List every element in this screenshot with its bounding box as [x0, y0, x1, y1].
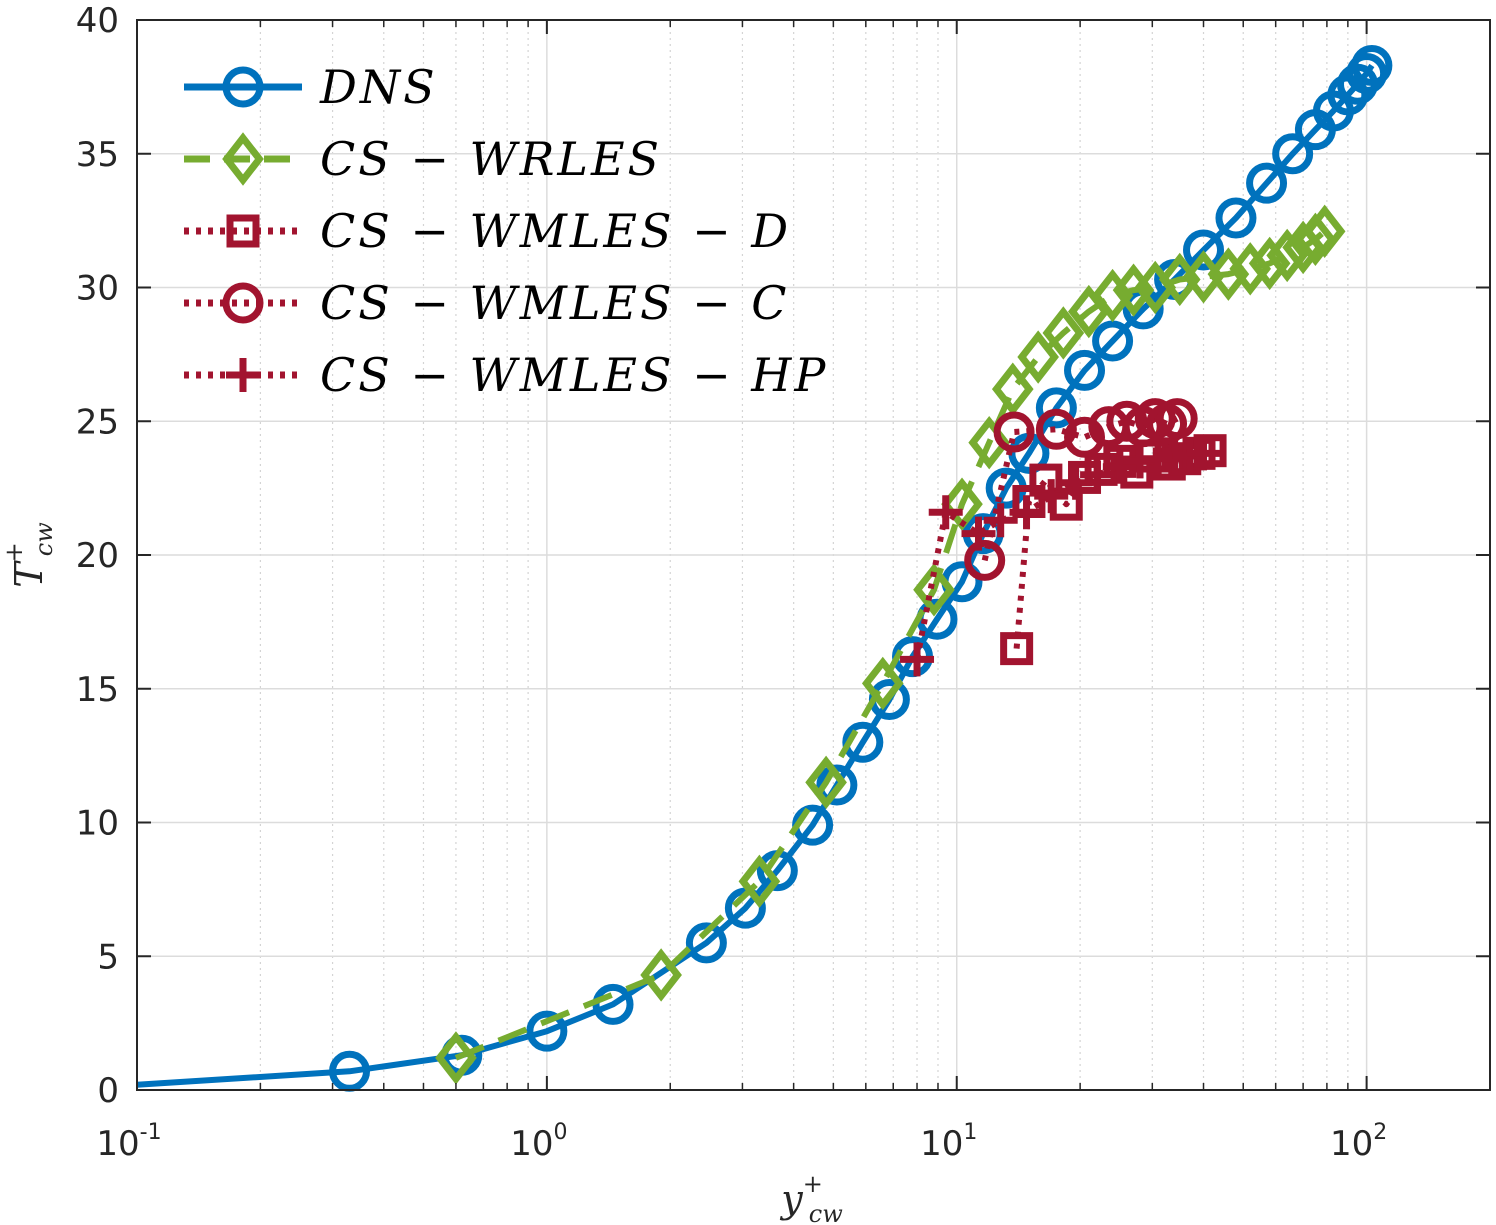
- data-point: [1246, 162, 1288, 204]
- data-point: [1080, 457, 1115, 492]
- x-tick-base: 10: [1330, 1124, 1373, 1164]
- y-axis-label-sub: cw: [30, 522, 58, 556]
- x-tick-label: 101: [920, 1120, 977, 1164]
- data-point: [1248, 236, 1291, 291]
- data-point: [1229, 242, 1272, 296]
- data-point: [738, 854, 781, 909]
- x-tick-base: 10: [96, 1124, 139, 1164]
- legend-marker-circle-icon: [222, 282, 264, 324]
- data-point: [1058, 465, 1093, 500]
- y-tick-label: 0: [97, 1071, 119, 1111]
- data-point: [1183, 229, 1225, 271]
- data-point: [983, 503, 1018, 538]
- legend-entry: CS − WMLES − C: [184, 276, 790, 330]
- data-point: [1303, 204, 1346, 259]
- series-dns: [136, 44, 1393, 1092]
- x-tick-label: 10-1: [96, 1120, 161, 1164]
- data-point: [1294, 212, 1337, 267]
- data-point: [928, 495, 963, 530]
- legend-label: DNS: [319, 60, 438, 114]
- data-point: [913, 563, 955, 617]
- y-tick-label: 5: [97, 937, 119, 977]
- data-point: [1102, 449, 1137, 484]
- x-tick-base: 10: [920, 1124, 963, 1164]
- data-point: [1156, 398, 1198, 440]
- legend: DNS CS − WRLES CS − WMLES − D CS − WMLES − …: [184, 60, 828, 402]
- y-tick-label: 35: [76, 135, 119, 175]
- series-cs-wmles-hp: [900, 436, 1221, 677]
- legend-entry: CS − WMLES − D: [184, 204, 791, 258]
- data-point: [1035, 387, 1077, 429]
- y-tick-label: 30: [76, 269, 119, 309]
- legend-entry: DNS: [184, 60, 438, 114]
- data-point: [1272, 133, 1314, 175]
- x-tick-exp: 0: [554, 1120, 568, 1145]
- x-axis-label: y+ cw: [779, 1170, 843, 1225]
- data-point: [861, 656, 904, 711]
- data-point: [1009, 495, 1044, 530]
- data-point: [1064, 349, 1106, 391]
- legend-entry: CS − WMLES − HP: [184, 348, 828, 402]
- data-point: [1266, 228, 1308, 283]
- data-point: [329, 1050, 371, 1092]
- x-tick-label: 102: [1330, 1120, 1387, 1164]
- data-point: [1091, 268, 1134, 323]
- data-point: [1064, 416, 1106, 458]
- data-point: [435, 1031, 477, 1085]
- data-point: [1186, 436, 1221, 471]
- data-point: [1034, 479, 1069, 514]
- legend-label: CS − WMLES − C: [320, 276, 790, 330]
- y-tick-label: 15: [76, 670, 119, 710]
- x-axis-label-main: y: [779, 1177, 803, 1221]
- x-tick-label: 100: [510, 1120, 567, 1164]
- legend-entry: CS − WRLES: [184, 132, 662, 186]
- y-tick-label: 20: [76, 536, 119, 576]
- x-tick-base: 10: [510, 1124, 553, 1164]
- legend-label: CS − WMLES − D: [320, 204, 791, 258]
- x-tick-exp: -1: [140, 1120, 162, 1145]
- data-point: [685, 922, 727, 964]
- legend-marker-plus-icon: [226, 358, 260, 392]
- x-tick-exp: 2: [1373, 1120, 1387, 1145]
- legend-marker-circle-icon: [222, 66, 264, 108]
- legend-marker-square-icon: [226, 214, 260, 248]
- x-axis-label-sup: +: [803, 1170, 823, 1198]
- x-tick-exp: 1: [963, 1120, 977, 1145]
- legend-marker-diamond-icon: [222, 132, 264, 186]
- y-axis-label-sup: +: [0, 542, 28, 562]
- data-point: [526, 1010, 568, 1052]
- y-tick-label: 25: [76, 402, 119, 442]
- data-point: [900, 642, 935, 677]
- data-point: [961, 516, 996, 551]
- y-axis-label: T+cw: [0, 522, 58, 588]
- data-point: [1351, 44, 1393, 86]
- y-tick-label: 40: [76, 1, 119, 41]
- ticks: [136, 19, 1491, 1091]
- series-cs-wmles-c: [964, 398, 1198, 581]
- legend-label: CS − WRLES: [320, 132, 662, 186]
- data-point: [640, 948, 682, 1002]
- data-point: [964, 539, 1006, 581]
- x-axis-label-sub: cw: [809, 1200, 843, 1225]
- data-point: [1042, 306, 1085, 360]
- data-point: [991, 362, 1034, 416]
- y-tick-label: 10: [76, 804, 119, 844]
- data-point: [993, 411, 1035, 453]
- data-point: [1092, 320, 1134, 362]
- legend-label: CS − WMLES − HP: [320, 348, 828, 402]
- data-point: [816, 764, 858, 806]
- data-point: [1017, 330, 1059, 384]
- series-layer: [136, 44, 1393, 1092]
- data-point: [805, 755, 847, 810]
- data-point: [1215, 197, 1257, 239]
- y-axis-label-main: T: [7, 560, 51, 588]
- series-cs-wrles: [435, 204, 1346, 1085]
- data-point: [1000, 632, 1034, 666]
